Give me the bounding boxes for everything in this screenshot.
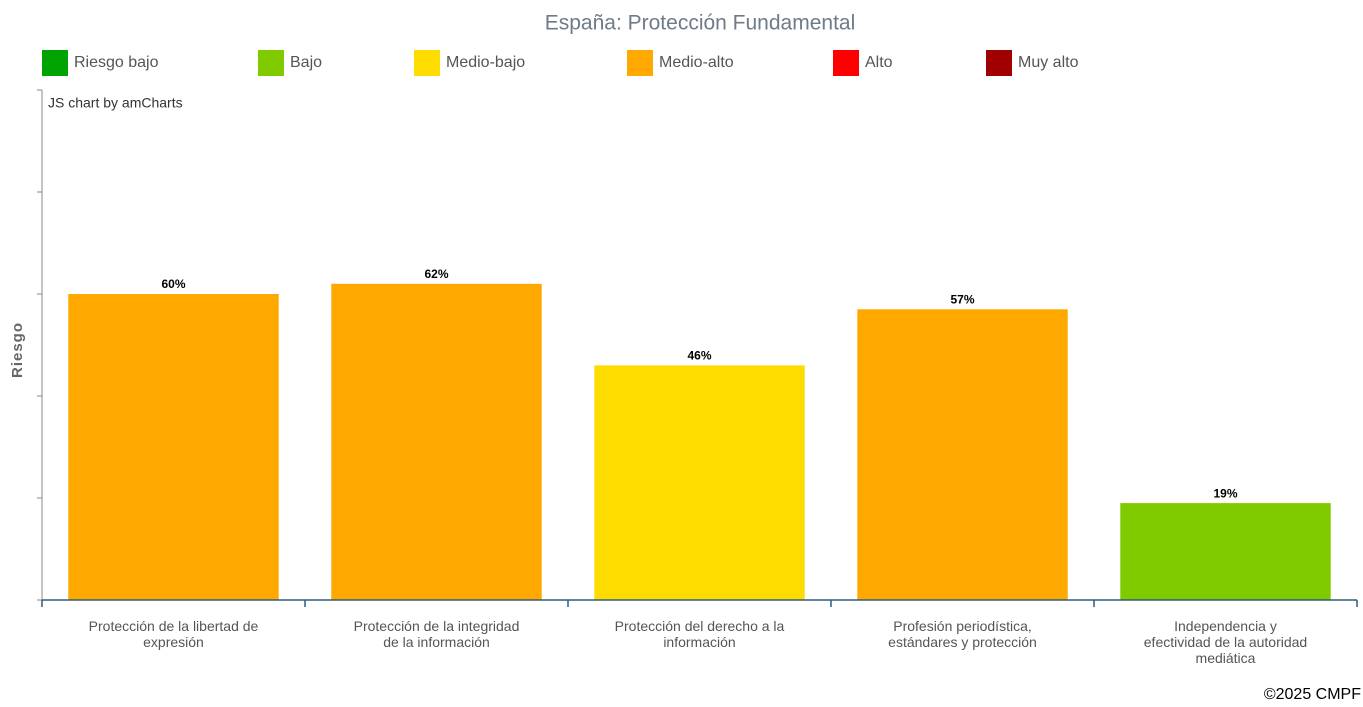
legend-label: Muy alto xyxy=(1018,54,1079,71)
x-tick-label: Protección de la integridad de la inform… xyxy=(353,618,520,650)
legend-label: Medio-alto xyxy=(659,54,734,71)
value-label: 62% xyxy=(424,267,448,281)
legend-swatch xyxy=(627,50,653,76)
value-label: 19% xyxy=(1213,486,1237,500)
legend-label: Bajo xyxy=(290,54,322,71)
bar xyxy=(68,294,279,600)
value-label: 46% xyxy=(687,349,711,363)
legend-swatch xyxy=(42,50,68,76)
bar xyxy=(1120,503,1331,600)
legend-label: Medio-bajo xyxy=(446,54,525,71)
value-label: 57% xyxy=(950,292,974,306)
x-tick-label: Protección del derecho a la información xyxy=(614,618,785,650)
bar xyxy=(857,309,1068,600)
legend-swatch xyxy=(833,50,859,76)
legend-swatch xyxy=(986,50,1012,76)
chart-title: España: Protección Fundamental xyxy=(545,12,856,35)
legend-label: Riesgo bajo xyxy=(74,54,159,71)
x-tick-label: Independencia y efectividad de la autori… xyxy=(1143,618,1308,666)
legend-swatch xyxy=(258,50,284,76)
x-tick-label: Protección de la libertad de expresión xyxy=(88,618,259,650)
legend-swatch xyxy=(414,50,440,76)
legend-label: Alto xyxy=(865,54,893,71)
y-axis-label: Riesgo xyxy=(9,322,26,378)
bar xyxy=(594,365,805,600)
credit: JS chart by amCharts xyxy=(48,95,183,111)
copyright: ©2025 CMPF xyxy=(1264,686,1361,703)
x-tick-label: Profesión periodística, estándares y pro… xyxy=(888,618,1037,650)
bar xyxy=(331,283,542,600)
value-label: 60% xyxy=(161,277,185,291)
